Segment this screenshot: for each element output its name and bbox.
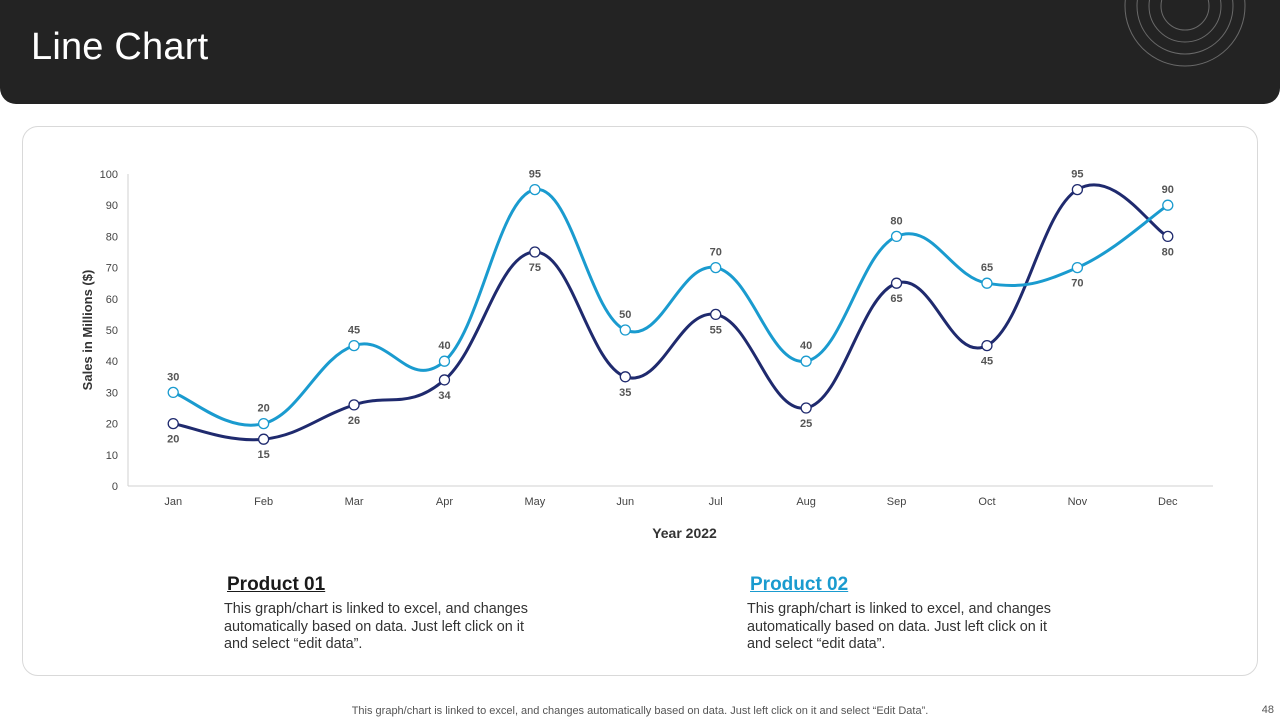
product-02-title: Product 02 bbox=[750, 574, 849, 595]
x-tick-label: May bbox=[524, 496, 545, 508]
product-01-title: Product 01 bbox=[227, 574, 326, 595]
x-axis-title: Year 2022 bbox=[652, 525, 717, 541]
x-tick-label: Oct bbox=[978, 496, 995, 508]
product-01-data-label: 26 bbox=[348, 415, 360, 427]
product-01-line[interactable] bbox=[172, 183, 1169, 442]
y-tick-label: 30 bbox=[106, 387, 118, 399]
y-tick-label: 80 bbox=[106, 231, 118, 243]
product-02-data-label: 95 bbox=[529, 169, 541, 181]
product-02-data-label: 45 bbox=[348, 325, 360, 337]
y-tick-label: 40 bbox=[106, 356, 118, 368]
product-02-data-label: 65 bbox=[981, 262, 993, 274]
product-01-data-label: 20 bbox=[167, 434, 179, 446]
x-tick-label: Nov bbox=[1068, 496, 1088, 508]
y-tick-label: 50 bbox=[106, 325, 118, 337]
x-tick-label: Aug bbox=[796, 496, 816, 508]
product-01-point[interactable] bbox=[800, 402, 812, 414]
product-01-point[interactable] bbox=[438, 374, 451, 386]
product-01-point[interactable] bbox=[167, 417, 179, 430]
y-tick-label: 70 bbox=[106, 263, 118, 275]
product-01-data-label: 95 bbox=[1071, 169, 1083, 181]
product-02-point[interactable] bbox=[619, 324, 631, 336]
y-axis-title: Sales in Millions ($) bbox=[80, 270, 95, 391]
product-02-description: This graph/chart is linked to excel, and… bbox=[747, 601, 1051, 652]
y-tick-label: 100 bbox=[100, 169, 118, 181]
y-tick-label: 90 bbox=[106, 200, 118, 212]
product-01-data-label: 80 bbox=[1162, 246, 1174, 258]
product-01-data-label: 25 bbox=[800, 418, 812, 430]
x-tick-label: Jun bbox=[616, 496, 634, 508]
product-02-data-label: 40 bbox=[800, 340, 812, 352]
x-tick-label: Mar bbox=[345, 496, 364, 508]
product-02-data-label: 70 bbox=[1071, 278, 1083, 290]
x-tick-label: Jul bbox=[709, 496, 723, 508]
x-tick-label: Feb bbox=[254, 496, 273, 508]
product-02-block: Product 02 This graph/chart is linked to… bbox=[747, 574, 1067, 654]
product-02-data-label: 20 bbox=[258, 403, 270, 415]
product-01-point[interactable] bbox=[257, 433, 270, 445]
page-title: Line Chart bbox=[31, 26, 209, 68]
x-tick-label: Sep bbox=[887, 496, 907, 508]
chart-panel bbox=[22, 126, 1258, 676]
product-02-point[interactable] bbox=[800, 355, 812, 367]
x-tick-label: Dec bbox=[1158, 496, 1178, 508]
y-tick-label: 10 bbox=[106, 450, 118, 462]
footer-note: This graph/chart is linked to excel, and… bbox=[351, 705, 929, 717]
product-02-data-label: 40 bbox=[438, 340, 450, 352]
product-02-point[interactable] bbox=[348, 339, 360, 352]
page-number: 48 bbox=[1261, 704, 1274, 716]
concentric-circles-decoration bbox=[1124, 0, 1246, 67]
product-02-point[interactable] bbox=[1162, 199, 1174, 211]
product-02-point[interactable] bbox=[438, 355, 451, 367]
product-01-data-label: 15 bbox=[258, 449, 270, 461]
product-01-point[interactable] bbox=[890, 277, 903, 289]
product-01-point[interactable] bbox=[1071, 183, 1084, 196]
header-bar: Line Chart bbox=[0, 0, 1280, 104]
product-02-point[interactable] bbox=[1071, 261, 1084, 274]
product-02-data-label: 50 bbox=[619, 309, 631, 321]
product-02-point[interactable] bbox=[257, 417, 270, 430]
product-01-description: This graph/chart is linked to excel, and… bbox=[224, 601, 528, 652]
y-tick-label: 60 bbox=[106, 294, 118, 306]
product-02-point[interactable] bbox=[710, 261, 722, 274]
product-01-point[interactable] bbox=[529, 246, 541, 258]
product-01-data-label: 65 bbox=[890, 293, 902, 305]
product-01-point[interactable] bbox=[619, 371, 631, 383]
product-02-point[interactable] bbox=[529, 183, 541, 196]
product-01-point[interactable] bbox=[1162, 230, 1174, 243]
product-02-data-label: 90 bbox=[1162, 184, 1174, 196]
y-tick-label: 20 bbox=[106, 419, 118, 431]
product-01-point[interactable] bbox=[981, 339, 993, 352]
product-01-data-label: 34 bbox=[438, 390, 451, 402]
product-01-data-label: 35 bbox=[619, 387, 631, 399]
product-02-data-label: 80 bbox=[890, 215, 902, 227]
product-01-block: Product 01 This graph/chart is linked to… bbox=[224, 574, 544, 654]
product-02-data-label: 30 bbox=[167, 371, 179, 383]
product-02-data-label: 70 bbox=[710, 247, 722, 259]
product-01-point[interactable] bbox=[710, 308, 722, 321]
product-02-point[interactable] bbox=[981, 277, 993, 289]
product-02-point[interactable] bbox=[890, 230, 903, 243]
product-01-point[interactable] bbox=[348, 399, 360, 411]
product-02-point[interactable] bbox=[167, 386, 179, 399]
product-01-data-label: 55 bbox=[710, 324, 722, 336]
product-01-data-label: 75 bbox=[529, 262, 541, 274]
x-tick-label: Jan bbox=[164, 496, 182, 508]
product-01-data-label: 45 bbox=[981, 356, 993, 368]
y-tick-label: 0 bbox=[112, 481, 118, 493]
x-tick-label: Apr bbox=[436, 496, 453, 508]
product-02-line[interactable] bbox=[172, 188, 1169, 427]
